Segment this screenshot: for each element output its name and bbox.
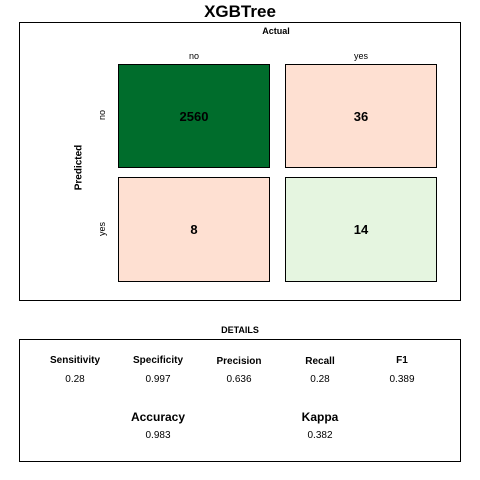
predicted-axis-title: Predicted [73,144,85,191]
recall-label: Recall [305,356,335,367]
accuracy-label: Accuracy [130,410,186,424]
specificity-label: Specificity [132,355,184,366]
details-title: DETAILS [221,325,259,335]
kappa-value: 0.382 [307,430,333,441]
actual-label-yes: yes [353,51,368,61]
cell-pred-yes-actual-no: 8 [118,177,270,282]
specificity-value: 0.997 [145,374,171,385]
confusion-matrix-panel [19,22,461,301]
kappa-label: Kappa [301,410,339,424]
f1-value: 0.389 [389,374,415,385]
accuracy-value: 0.983 [145,430,171,441]
predicted-label-no: no [97,110,107,121]
cell-pred-no-actual-yes: 36 [285,64,437,168]
actual-axis-title: Actual [262,26,290,36]
predicted-label-yes: yes [97,222,107,237]
precision-value: 0.636 [226,374,252,385]
cell-pred-no-actual-no: 2560 [118,64,270,168]
sensitivity-value: 0.28 [65,374,85,385]
f1-label: F1 [396,355,408,366]
recall-value: 0.28 [310,374,330,385]
cell-pred-yes-actual-yes: 14 [285,177,437,282]
actual-label-no: no [188,51,199,61]
chart-title: XGBTree [204,2,276,21]
sensitivity-label: Sensitivity [49,355,101,366]
details-panel [19,339,461,462]
precision-label: Precision [216,356,262,367]
